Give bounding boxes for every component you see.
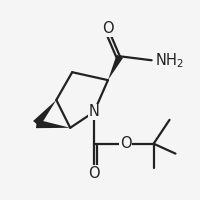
Text: O: O [88, 166, 100, 181]
Text: O: O [102, 21, 114, 36]
Text: NH$_2$: NH$_2$ [155, 51, 184, 70]
Polygon shape [33, 100, 56, 127]
Text: N: N [89, 104, 99, 119]
Polygon shape [36, 119, 70, 128]
Text: O: O [120, 136, 132, 151]
Polygon shape [108, 55, 123, 80]
